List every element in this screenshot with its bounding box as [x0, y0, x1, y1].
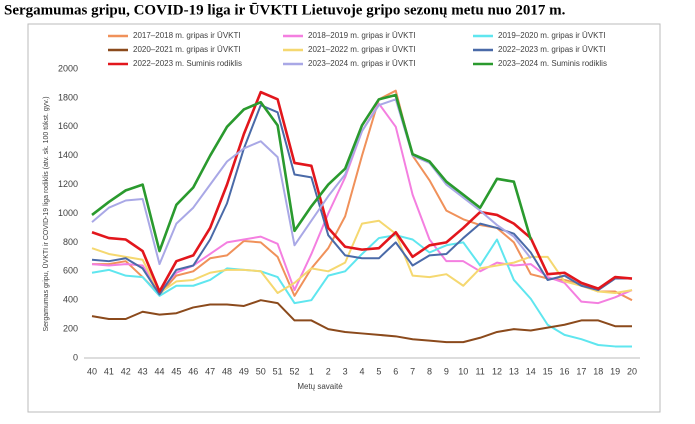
x-tick-label: 10 [458, 366, 468, 376]
x-tick-label: 42 [121, 366, 131, 376]
x-tick-label: 6 [393, 366, 398, 376]
x-tick-label: 9 [444, 366, 449, 376]
y-tick-label: 1800 [58, 92, 78, 102]
y-axis-title: Sergamumas gripu, ŪVKTI ir COVID-19 liga… [42, 96, 50, 331]
x-tick-label: 41 [104, 366, 114, 376]
chart-frame [27, 23, 661, 413]
y-tick-label: 800 [63, 237, 78, 247]
x-tick-label: 44 [154, 366, 164, 376]
y-tick-label: 1400 [58, 150, 78, 160]
x-tick-label: 52 [289, 366, 299, 376]
x-tick-label: 40 [87, 366, 97, 376]
legend-label: 2021–2022 m. gripas ir ŪVKTI [308, 45, 416, 54]
x-tick-label: 11 [475, 366, 484, 376]
x-tick-label: 51 [273, 366, 283, 376]
x-tick-label: 3 [343, 366, 348, 376]
x-tick-label: 1 [309, 366, 314, 376]
series-line [91, 299, 632, 344]
legend-label: 2019–2020 m. gripas ir ŪVKTI [498, 31, 606, 40]
y-tick-label: 1000 [58, 208, 78, 218]
series-line [91, 98, 532, 266]
x-tick-label: 8 [427, 366, 432, 376]
series-line [91, 90, 633, 293]
x-axis-title: Metų savaitė [297, 382, 343, 391]
y-tick-label: 0 [73, 352, 78, 362]
legend-label: 2023–2024 m. gripas ir ŪVKTI [308, 59, 416, 68]
y-tick-label: 1200 [58, 179, 78, 189]
y-tick-label: 200 [63, 323, 78, 333]
legend-label: 2020–2021 m. gripas ir ŪVKTI [133, 45, 241, 54]
x-tick-label: 16 [559, 366, 569, 376]
legend-label: 2018–2019 m. gripas ir ŪVKTI [308, 31, 416, 40]
x-tick-label: 13 [509, 366, 519, 376]
series-line [91, 93, 532, 253]
x-tick-label: 19 [610, 366, 620, 376]
x-tick-label: 49 [239, 366, 249, 376]
x-tick-label: 5 [376, 366, 381, 376]
x-tick-label: 7 [410, 366, 415, 376]
x-tick-label: 17 [576, 366, 586, 376]
series-line [91, 104, 632, 296]
x-tick-label: 50 [256, 366, 266, 376]
x-tick-label: 46 [188, 366, 198, 376]
x-tick-label: 43 [138, 366, 148, 376]
x-tick-label: 12 [492, 366, 502, 376]
x-tick-label: 47 [205, 366, 215, 376]
legend-label: 2017–2018 m. gripas ir ŪVKTI [133, 31, 241, 40]
series-line [92, 89, 633, 302]
y-tick-label: 600 [63, 266, 78, 276]
series-line [91, 234, 632, 348]
x-tick-label: 4 [359, 366, 364, 376]
x-tick-label: 48 [222, 366, 232, 376]
chart-title: Sergamumas gripu, COVID-19 liga ir ŪVKTI… [4, 2, 566, 18]
legend-label: 2022–2023 m. gripas ir ŪVKTI [498, 45, 606, 54]
y-tick-label: 1600 [58, 121, 78, 131]
x-tick-label: 2 [326, 366, 331, 376]
x-tick-label: 20 [627, 366, 637, 376]
x-tick-label: 18 [593, 366, 603, 376]
x-tick-label: 45 [171, 366, 181, 376]
series-line [91, 219, 633, 294]
y-tick-label: 2000 [58, 63, 78, 73]
legend-label: 2022–2023 m. Suminis rodiklis [133, 59, 242, 68]
legend-label: 2023–2024 m. Suminis rodiklis [498, 59, 607, 68]
y-tick-label: 400 [63, 295, 78, 305]
x-tick-label: 15 [543, 366, 553, 376]
x-tick-label: 14 [526, 366, 536, 376]
